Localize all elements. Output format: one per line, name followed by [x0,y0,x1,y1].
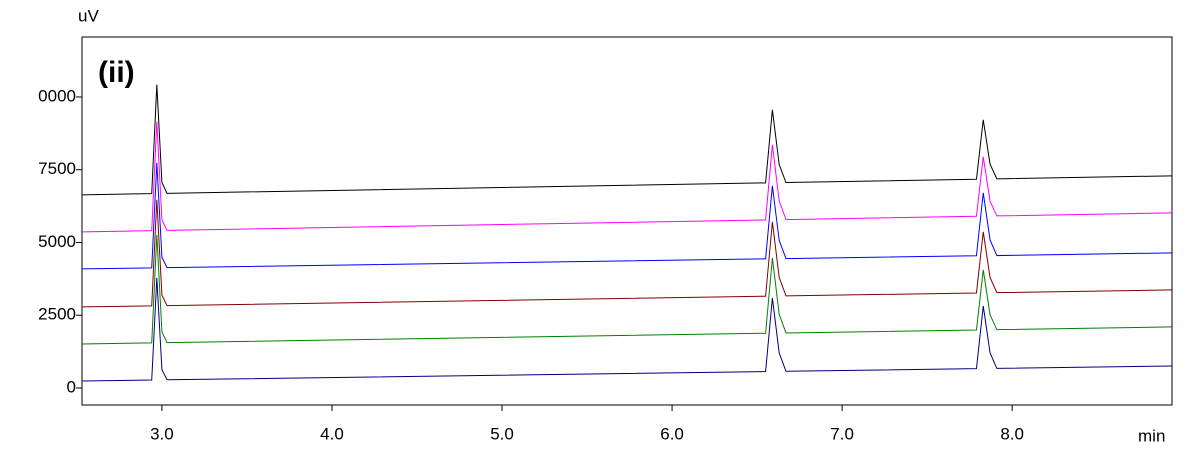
x-tick-label: 5.0 [490,424,514,443]
y-axis-label: uV [78,6,99,25]
trace [81,162,1173,270]
y-tick-label: 7500 [38,159,76,178]
plot-frame [81,36,1173,406]
trace [81,199,1173,308]
y-tick-label: 0 [67,377,76,396]
x-tick-label: 3.0 [150,424,174,443]
x-tick-label: 6.0 [660,424,684,443]
trace [81,277,1173,382]
x-tick-label: 7.0 [830,424,854,443]
y-tick-label: 5000 [38,232,76,251]
trace [81,121,1173,233]
x-tick-label: 8.0 [1000,424,1024,443]
y-tick-label: 2500 [38,305,76,324]
trace [81,84,1173,196]
x-axis-label: min [1138,426,1165,445]
trace [81,234,1173,345]
x-tick-label: 4.0 [320,424,344,443]
y-tick-label: 0000 [38,86,76,105]
annotation: (ii) [98,56,135,89]
